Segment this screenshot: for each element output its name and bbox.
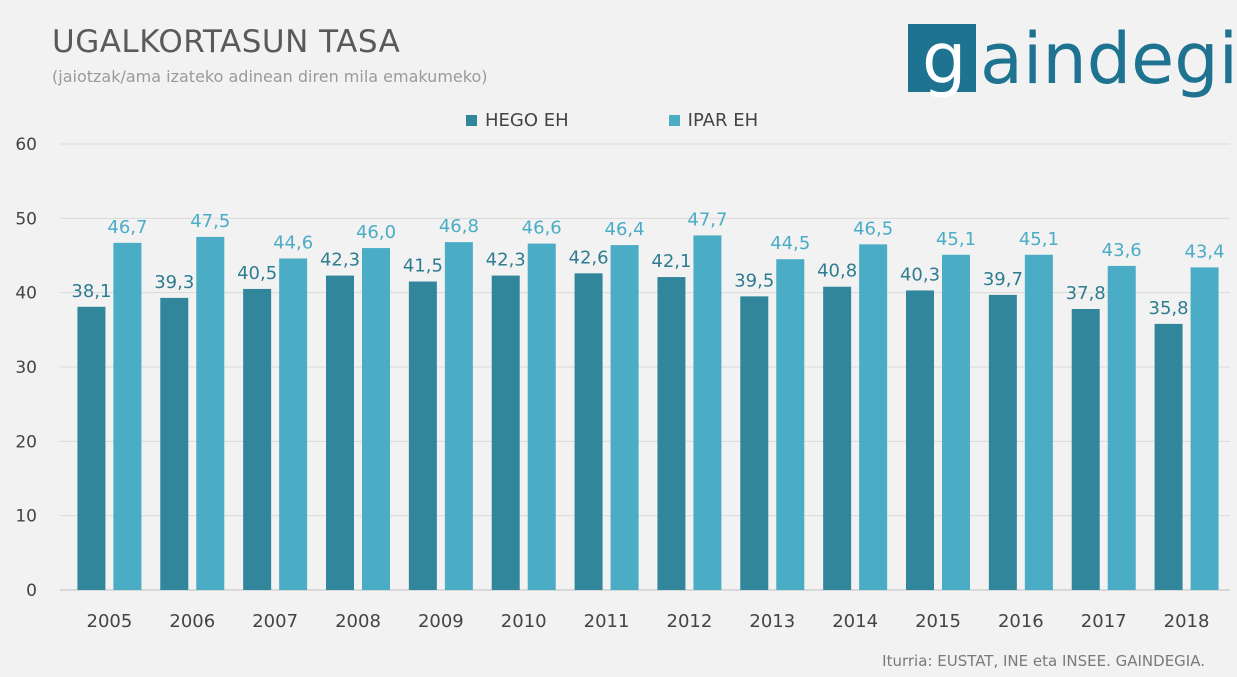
y-tick-label: 0 bbox=[26, 581, 37, 601]
data-label-ipar: 46,4 bbox=[605, 219, 645, 240]
bar-ipar bbox=[859, 244, 888, 590]
data-label-hego: 42,1 bbox=[651, 251, 691, 272]
bar-ipar bbox=[942, 254, 970, 591]
data-label-hego: 39,5 bbox=[734, 270, 774, 291]
data-label-hego: 40,5 bbox=[237, 263, 277, 284]
y-tick-label: 10 bbox=[15, 507, 37, 527]
chart-subtitle: (jaiotzak/ama izateko adinean diren mila… bbox=[52, 67, 488, 86]
bar-hego bbox=[326, 275, 354, 590]
x-tick-label: 2016 bbox=[998, 611, 1044, 632]
legend-swatch-hego bbox=[466, 114, 477, 126]
legend-swatch-ipar bbox=[668, 114, 680, 126]
bar-ipar bbox=[444, 242, 473, 590]
x-tick-label: 2014 bbox=[832, 611, 878, 632]
chart-legend: HEGO EH IPAR EH bbox=[466, 109, 858, 131]
data-label-hego: 35,8 bbox=[1149, 298, 1189, 319]
data-label-hego: 37,8 bbox=[1066, 283, 1106, 304]
x-tick-label: 2009 bbox=[418, 611, 464, 632]
data-label-ipar: 46,8 bbox=[439, 216, 479, 237]
bar-ipar bbox=[1107, 265, 1136, 590]
x-tick-label: 2010 bbox=[501, 611, 547, 632]
data-label-ipar: 45,1 bbox=[1019, 229, 1059, 250]
x-tick-label: 2017 bbox=[1081, 611, 1127, 632]
x-tick-label: 2006 bbox=[169, 611, 215, 632]
data-label-ipar: 47,7 bbox=[687, 209, 727, 230]
bar-hego bbox=[491, 275, 520, 590]
y-tick-label: 30 bbox=[15, 358, 37, 378]
bar-ipar bbox=[113, 242, 142, 590]
bar-hego bbox=[574, 273, 603, 590]
gaindegia-logo: g aindegia bbox=[908, 18, 1237, 110]
legend-label-hego: HEGO EH bbox=[485, 109, 569, 131]
x-tick-label: 2018 bbox=[1164, 611, 1210, 632]
bar-ipar bbox=[693, 235, 722, 590]
x-tick-label: 2008 bbox=[335, 611, 381, 632]
logo-first-letter: g bbox=[922, 18, 967, 100]
legend-item-ipar: IPAR EH bbox=[668, 109, 759, 131]
bar-hego bbox=[988, 294, 1017, 590]
data-label-ipar: 44,6 bbox=[273, 232, 313, 253]
bar-ipar bbox=[279, 258, 308, 590]
bar-hego bbox=[740, 296, 769, 590]
data-label-ipar: 46,0 bbox=[356, 222, 396, 243]
bar-ipar bbox=[527, 243, 556, 590]
y-tick-label: 40 bbox=[15, 284, 37, 304]
bar-ipar bbox=[1024, 254, 1053, 591]
bar-hego bbox=[408, 281, 437, 590]
data-label-hego: 42,3 bbox=[486, 250, 526, 271]
data-label-ipar: 44,5 bbox=[770, 233, 810, 254]
data-label-ipar: 46,5 bbox=[853, 218, 893, 239]
bar-hego bbox=[1154, 323, 1183, 590]
bar-hego bbox=[823, 286, 852, 590]
source-note: Iturria: EUSTAT, INE eta INSEE. GAINDEGI… bbox=[882, 652, 1205, 670]
logo-box bbox=[908, 24, 976, 92]
x-tick-label: 2012 bbox=[667, 611, 713, 632]
x-tick-label: 2015 bbox=[915, 611, 961, 632]
legend-item-hego: HEGO EH bbox=[466, 110, 569, 131]
y-tick-label: 60 bbox=[15, 135, 37, 155]
data-label-hego: 39,7 bbox=[983, 269, 1023, 290]
data-label-ipar: 43,4 bbox=[1185, 241, 1225, 262]
bar-ipar bbox=[1190, 267, 1219, 590]
bar-hego bbox=[1071, 309, 1100, 590]
x-tick-label: 2007 bbox=[252, 611, 298, 632]
data-label-ipar: 46,6 bbox=[522, 218, 562, 239]
bar-ipar bbox=[610, 245, 639, 591]
data-label-hego: 40,8 bbox=[817, 261, 857, 282]
x-tick-label: 2011 bbox=[584, 611, 630, 632]
data-label-hego: 39,3 bbox=[154, 272, 194, 293]
x-tick-label: 2013 bbox=[749, 611, 795, 632]
data-label-hego: 38,1 bbox=[71, 281, 111, 302]
bar-hego bbox=[160, 297, 189, 590]
y-tick-label: 20 bbox=[15, 432, 37, 452]
chart-title: UGALKORTASUN TASA bbox=[52, 24, 401, 60]
data-label-ipar: 47,5 bbox=[190, 211, 230, 232]
bar-ipar bbox=[776, 259, 805, 590]
y-tick-label: 50 bbox=[15, 209, 37, 229]
bar-ipar bbox=[196, 236, 225, 590]
data-label-ipar: 46,7 bbox=[107, 217, 147, 238]
data-label-ipar: 43,6 bbox=[1102, 240, 1142, 261]
data-label-ipar: 45,1 bbox=[936, 229, 976, 250]
logo-text: aindegia bbox=[980, 18, 1237, 100]
bar-hego bbox=[657, 277, 686, 590]
bar-hego bbox=[243, 288, 272, 590]
bar-ipar bbox=[362, 248, 390, 591]
bar-hego bbox=[906, 290, 934, 590]
data-label-hego: 41,5 bbox=[403, 256, 443, 277]
legend-label-ipar: IPAR EH bbox=[687, 109, 759, 131]
data-label-hego: 40,3 bbox=[900, 264, 940, 285]
data-label-hego: 42,3 bbox=[320, 250, 360, 271]
bar-hego bbox=[77, 306, 106, 590]
data-label-hego: 42,6 bbox=[569, 247, 609, 268]
x-tick-label: 2005 bbox=[87, 611, 133, 632]
